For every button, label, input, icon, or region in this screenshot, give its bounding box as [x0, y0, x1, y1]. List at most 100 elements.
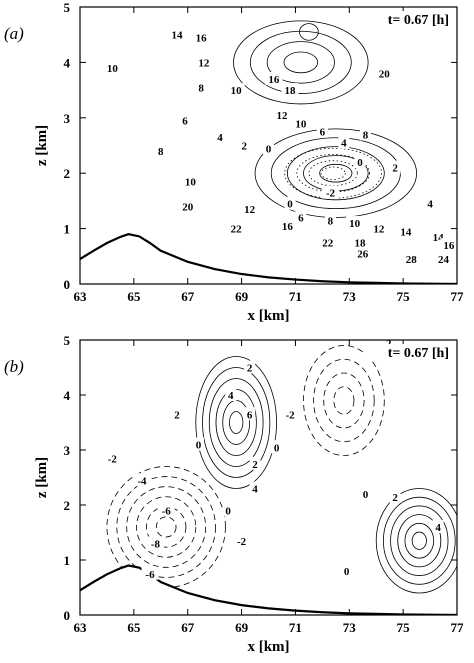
contour-line: [320, 166, 346, 180]
contour-label: 2: [392, 492, 398, 504]
contour-label-bg: [195, 80, 207, 94]
time-label: t= 0.67 [h]: [388, 13, 449, 28]
plot-frame: [79, 339, 458, 616]
contour-label: 0: [225, 506, 231, 518]
y-tick-label: 4: [64, 388, 71, 403]
contour-label: -8: [151, 539, 161, 551]
contour-label: 4: [228, 390, 234, 402]
contour-label-bg: [281, 407, 299, 421]
x-tick-label: 73: [343, 620, 357, 635]
contour-label: 28: [406, 254, 418, 266]
contour-label-bg: [241, 202, 259, 216]
contour-label-bg: [354, 155, 366, 169]
contour-label-bg: [354, 246, 372, 260]
y-tick-label: 1: [64, 553, 71, 568]
contour-line: [390, 505, 449, 576]
plot-frame: [79, 6, 458, 285]
x-tick-label: 77: [451, 620, 465, 635]
contour-label-bg: [338, 135, 350, 149]
contour-label: 10: [349, 218, 361, 230]
contour-line: [208, 378, 264, 467]
y-tick-label: 5: [64, 0, 71, 15]
contour-label-bg: [265, 72, 283, 86]
contour-label: 14: [433, 232, 445, 244]
contour-line: [382, 496, 456, 585]
contour-line: [116, 476, 216, 578]
contour-line: [397, 514, 442, 568]
contour-label-bg: [155, 144, 167, 158]
contour-label-bg: [192, 437, 204, 451]
contour-label: 22: [322, 237, 334, 249]
time-label: t= 0.67 [h]: [388, 346, 449, 361]
contour-label: 14: [171, 30, 183, 42]
contour-label-bg: [263, 141, 274, 155]
contour-label: 4: [341, 138, 347, 150]
contour-label: -2: [326, 188, 336, 200]
contour-label-bg: [435, 252, 453, 266]
contour-label: 14: [400, 226, 412, 238]
contour-label-bg: [214, 130, 226, 144]
contour-label: 26: [357, 249, 369, 261]
x-tick-label: 63: [74, 620, 88, 635]
contour-label: 0: [266, 143, 272, 155]
time-label-bg: [365, 344, 451, 361]
contour-label-bg: [141, 566, 159, 580]
contour-line: [284, 147, 382, 199]
contour-label: 16: [443, 240, 455, 252]
contour-label-bg: [359, 487, 371, 500]
contour-label: -6: [162, 506, 172, 518]
x-tick-label: 65: [127, 289, 141, 304]
contour-label-bg: [370, 221, 388, 235]
contour-label: 8: [328, 215, 334, 227]
x-tick-label: 67: [181, 289, 195, 304]
contour-label-bg: [295, 210, 307, 224]
contour-label-bg: [397, 224, 415, 238]
contour-label: 6: [182, 116, 188, 128]
x-tick-label: 69: [235, 289, 249, 304]
contour-label-bg: [227, 83, 245, 97]
contour-label-bg: [440, 238, 457, 252]
contour-label: -2: [285, 409, 295, 421]
contour-line: [411, 531, 427, 550]
contour-label: 4: [427, 199, 433, 211]
contour-label: 6: [298, 213, 304, 225]
contour-label: 4: [252, 484, 258, 496]
contour-label: 22: [231, 224, 243, 236]
contour-label-bg: [146, 536, 164, 550]
contour-line: [249, 30, 352, 94]
contour-label-bg: [244, 360, 256, 374]
contour-label-bg: [402, 252, 420, 266]
contour-line: [229, 411, 244, 434]
contour-label-bg: [273, 108, 291, 122]
contour-label: 6: [247, 409, 253, 421]
x-tick-label: 75: [397, 620, 411, 635]
contour-label: -2: [237, 536, 247, 548]
y-tick-label: 3: [64, 111, 71, 126]
contour-label: 2: [392, 163, 398, 175]
contour-label: 0: [357, 157, 363, 169]
contour-label-bg: [321, 185, 339, 199]
contour-label: 8: [198, 82, 204, 94]
contour-label-bg: [233, 533, 251, 547]
contour-label: 16: [196, 32, 208, 44]
contour-label-bg: [171, 407, 183, 421]
contour-label-bg: [389, 489, 401, 503]
contour-label-bg: [278, 218, 296, 232]
contour-line: [299, 23, 319, 41]
contour-label-bg: [103, 451, 121, 465]
time-label-bg: [365, 11, 451, 28]
contour-label-bg: [316, 124, 328, 138]
contour-label: 16: [268, 74, 280, 86]
contour-label-bg: [281, 83, 299, 97]
contour-label-bg: [157, 503, 175, 517]
contour-label-bg: [133, 473, 151, 487]
contour-label: 10: [231, 85, 243, 97]
contour-label: 24: [438, 254, 450, 266]
x-tick-label: 71: [289, 289, 302, 304]
x-tick-label: 71: [289, 620, 302, 635]
contour-label: 0: [274, 442, 280, 454]
contour-label: 2: [174, 409, 180, 421]
